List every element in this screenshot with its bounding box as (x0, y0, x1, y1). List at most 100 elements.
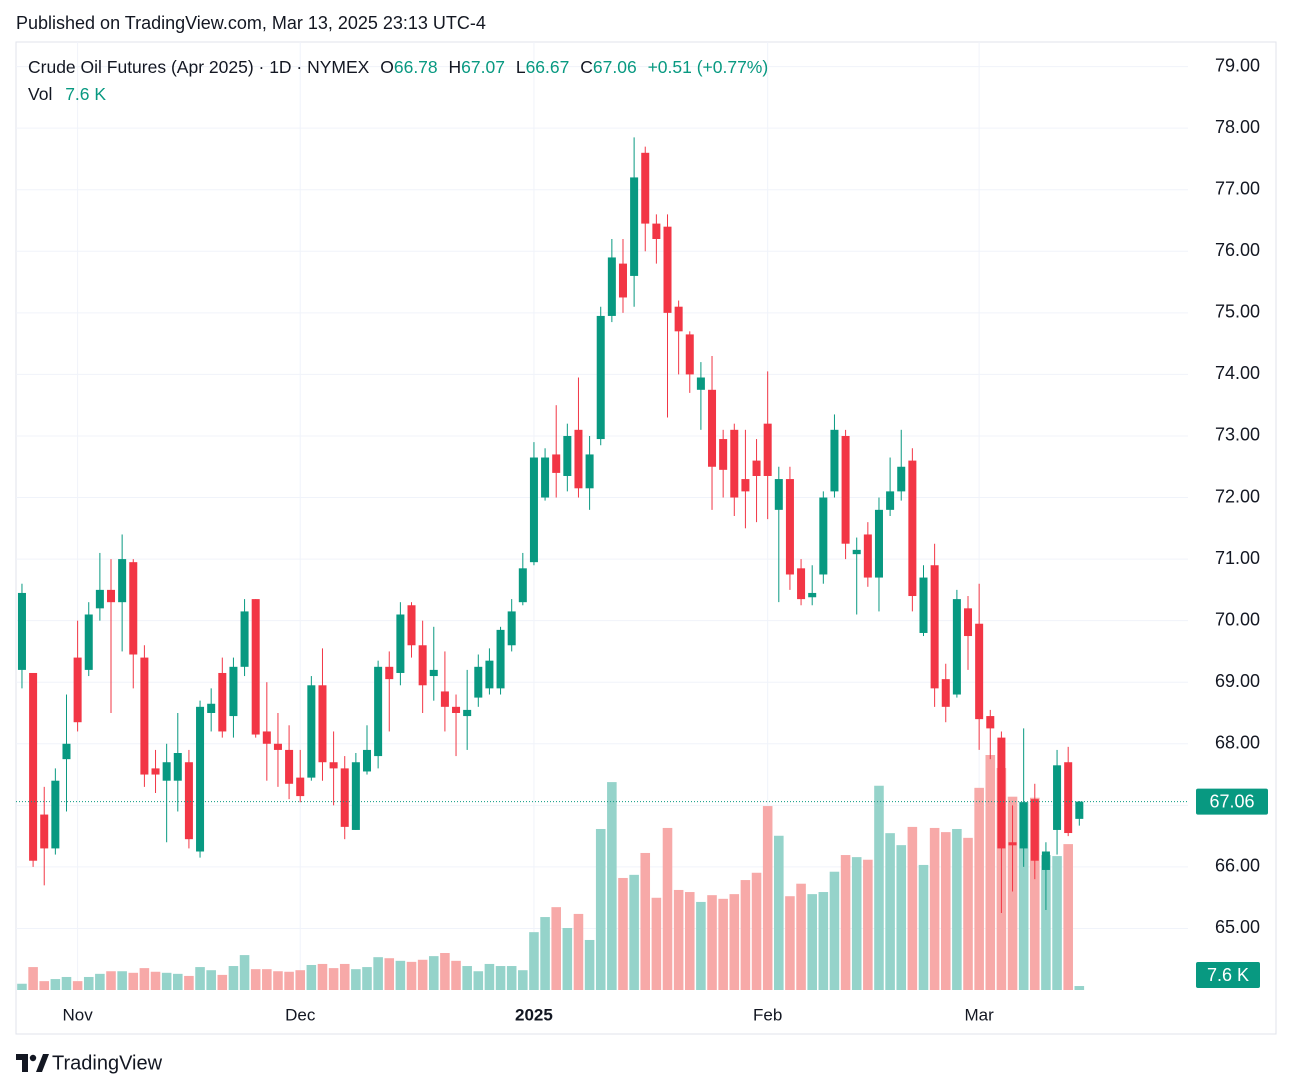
last-price-box (1196, 788, 1268, 815)
candle-body (362, 749, 372, 772)
volume-bar (250, 969, 261, 990)
candle-body (95, 589, 104, 609)
candle-body (1075, 801, 1084, 819)
volume-bar (785, 896, 795, 990)
candle-body (708, 389, 717, 467)
volume-bar (117, 971, 127, 990)
candle-body (719, 439, 728, 470)
volume-bar (395, 960, 406, 990)
volume-bar (106, 971, 116, 990)
candle-body (240, 611, 249, 667)
candle-body (251, 599, 260, 735)
volume-bar (851, 857, 862, 990)
volume-bar (952, 828, 962, 990)
footer-brand: TradingView (52, 1052, 163, 1074)
candle-body (162, 762, 171, 781)
volume-bar (1074, 986, 1085, 990)
candle-body (262, 731, 271, 744)
volume-bar (95, 973, 105, 990)
candle-body (440, 691, 449, 707)
candle-body (741, 479, 750, 492)
y-tick-label: 69.00 (1215, 671, 1260, 691)
candle-body (374, 666, 383, 757)
volume-bar (206, 970, 216, 990)
volume-bar (529, 932, 539, 990)
candle-body (641, 152, 650, 224)
candle-body (874, 509, 883, 578)
candle-body (964, 608, 973, 637)
candle-body (919, 577, 928, 633)
candle-body (40, 814, 49, 849)
candle-body (318, 685, 327, 763)
candle-body (1019, 802, 1028, 849)
volume-bar (128, 972, 139, 990)
candle-body (196, 706, 205, 852)
volume-bar (762, 806, 773, 990)
candle-body (529, 457, 538, 563)
candle-body (452, 706, 461, 713)
volume-bar (885, 833, 895, 990)
volume-bar (440, 953, 450, 990)
candle-body (1064, 762, 1073, 834)
candle-body (385, 666, 394, 680)
candle-body (908, 460, 917, 597)
candle-body (785, 479, 794, 575)
volume-bar (506, 966, 517, 990)
volume-bar (17, 983, 27, 990)
volume-bar (1052, 856, 1062, 990)
candle-body (541, 457, 550, 498)
volume-bar (262, 969, 272, 990)
volume-bar (651, 897, 662, 990)
volume-bar (929, 827, 940, 990)
volume-bar (172, 973, 183, 990)
volume-bar (61, 976, 72, 990)
candle-body (574, 429, 583, 489)
candle-body (184, 762, 193, 840)
candle-body (84, 614, 93, 670)
candle-body (62, 743, 71, 760)
volume-bar (473, 971, 484, 990)
volume-bar (607, 782, 617, 990)
volume-bar (540, 917, 550, 990)
x-tick-label: Feb (753, 1005, 782, 1024)
candle-body (774, 479, 783, 510)
candle-body (685, 334, 694, 375)
volume-legend: Vol 7.6 K (28, 84, 106, 105)
volume-bar (83, 976, 94, 990)
candle-body (51, 780, 60, 849)
volume-bar (339, 963, 350, 990)
volume-bar (829, 871, 840, 990)
volume-value-box (1196, 962, 1260, 989)
volume-bar (796, 883, 806, 990)
candle-body (296, 777, 305, 797)
ohlc-value: 66.67 (525, 57, 570, 77)
candle-body (886, 491, 895, 510)
volume-bar (918, 864, 929, 990)
candle-body (630, 177, 639, 276)
candle-body (218, 672, 227, 732)
legend: Crude Oil Futures (Apr 2025) · 1D · NYME… (28, 57, 768, 78)
candle-body (173, 753, 182, 781)
candle-body (674, 306, 683, 332)
candle-body (941, 679, 950, 707)
volume-bar (451, 960, 461, 990)
volume-bar (774, 835, 784, 990)
candle-body (273, 743, 282, 750)
volume-bar (629, 874, 639, 990)
candle-body (897, 466, 906, 492)
volume-bar (184, 975, 194, 990)
candle-body (730, 429, 739, 498)
ohlc-value: 66.78 (393, 57, 438, 77)
volume-bar (662, 827, 673, 990)
candle-body (1008, 842, 1017, 846)
y-tick-label: 66.00 (1215, 856, 1260, 876)
volume-value: 7.6 K (65, 84, 107, 104)
candle-body (418, 645, 427, 686)
candle-body (975, 623, 984, 720)
volume-bar (150, 971, 161, 990)
candle-body (819, 497, 828, 575)
candle-body (830, 429, 839, 492)
volume-bar (573, 913, 584, 990)
